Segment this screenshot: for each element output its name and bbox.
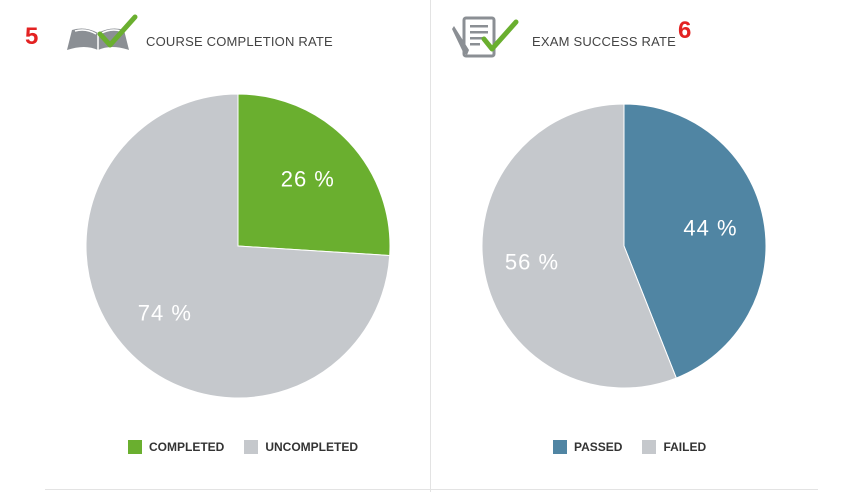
- slice-value-label: 74 %: [138, 300, 192, 325]
- legend-swatch: [128, 440, 142, 454]
- chart-legend: PASSED FAILED: [553, 440, 706, 454]
- panel-number-badge: 6: [678, 17, 692, 44]
- course-completion-panel: 5 COURSE COMPLETION RATE 26 % 74 % COMPLE…: [25, 14, 391, 454]
- legend-swatch: [553, 440, 567, 454]
- pie-slice-completed: [237, 93, 391, 257]
- slice-value-label: 44 %: [683, 215, 737, 240]
- open-book-check-icon: [67, 14, 138, 50]
- legend-label: COMPLETED: [149, 440, 225, 454]
- chart-legend: COMPLETED UNCOMPLETED: [128, 440, 358, 454]
- legend-label: FAILED: [663, 440, 707, 454]
- legend-label: UNCOMPLETED: [265, 440, 359, 454]
- legend-item-completed: COMPLETED: [128, 440, 224, 454]
- legend-label: PASSED: [574, 440, 623, 454]
- legend-item-passed: PASSED: [553, 440, 622, 454]
- slice-value-label: 26 %: [281, 166, 335, 191]
- legend-swatch: [642, 440, 657, 454]
- legend-swatch: [244, 440, 259, 454]
- slice-value-label: 56 %: [505, 249, 559, 274]
- exam-success-panel: EXAM SUCCESS RATE 6 44 % 56 % PASSED FAIL…: [431, 0, 852, 492]
- pie-slice-passed: [623, 103, 767, 379]
- legend-item-uncompleted: UNCOMPLETED: [244, 440, 358, 454]
- pie-slice-failed: [481, 103, 677, 389]
- panel-number-badge: 5: [25, 23, 39, 50]
- panel-divider: [430, 0, 431, 492]
- pie-slice-uncompleted: [85, 93, 391, 399]
- bottom-rule: [45, 489, 818, 490]
- panel-title: EXAM SUCCESS RATE: [532, 34, 677, 49]
- course-completion-pie-chart: 26 % 74 %: [85, 93, 391, 399]
- legend-item-failed: FAILED: [642, 440, 706, 454]
- exam-checklist-icon: [452, 16, 519, 58]
- exam-success-pie-chart: 44 % 56 %: [481, 103, 767, 389]
- panel-title: COURSE COMPLETION RATE: [146, 34, 333, 49]
